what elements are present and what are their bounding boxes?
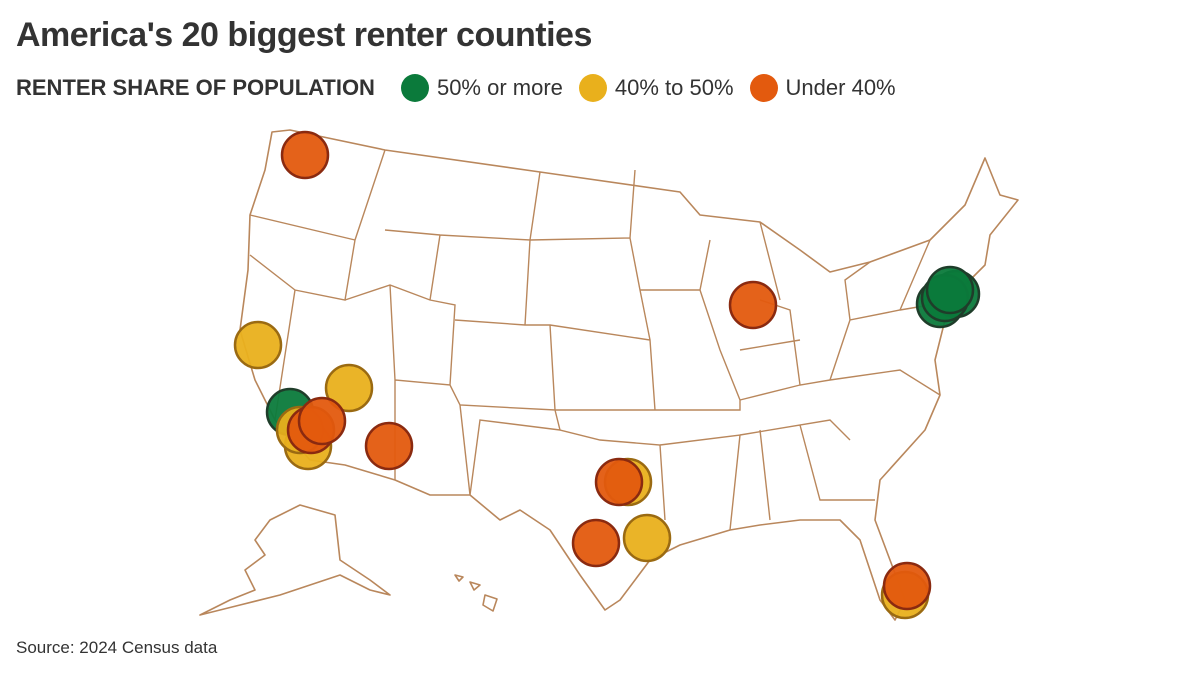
- source-note: Source: 2024 Census data: [16, 638, 218, 657]
- county-marker: [622, 513, 672, 563]
- county-marker: [297, 396, 347, 446]
- legend-swatch: [749, 74, 778, 102]
- county-marker: [233, 320, 283, 370]
- alaska: [199, 504, 391, 616]
- us-map: [199, 129, 1019, 621]
- hawaii: [454, 574, 498, 612]
- legend-label: Under 40%: [785, 75, 896, 100]
- legend-label: 50% or more: [436, 75, 563, 100]
- legend-item: 50% or more: [400, 74, 563, 102]
- chart-title: America's 20 biggest renter counties: [16, 16, 592, 54]
- county-marker: [882, 561, 932, 611]
- legend-item: 40% to 50%: [578, 74, 734, 102]
- county-marker: [324, 363, 374, 413]
- county-marker: [728, 280, 778, 330]
- county-markers: [233, 130, 981, 620]
- legend-title: RENTER SHARE OF POPULATION: [16, 75, 375, 100]
- legend: RENTER SHARE OF POPULATION 50% or more 40…: [16, 74, 912, 102]
- state-borders: [249, 149, 961, 531]
- county-marker: [571, 518, 621, 568]
- lower-48-outline: [239, 129, 1019, 621]
- legend-label: 40% to 50%: [614, 75, 734, 100]
- legend-swatch: [578, 74, 607, 102]
- county-marker: [364, 421, 414, 471]
- legend-swatch: [400, 74, 429, 102]
- county-marker: [594, 457, 644, 507]
- legend-item: Under 40%: [749, 74, 896, 102]
- county-marker: [280, 130, 330, 180]
- county-marker: [925, 265, 975, 315]
